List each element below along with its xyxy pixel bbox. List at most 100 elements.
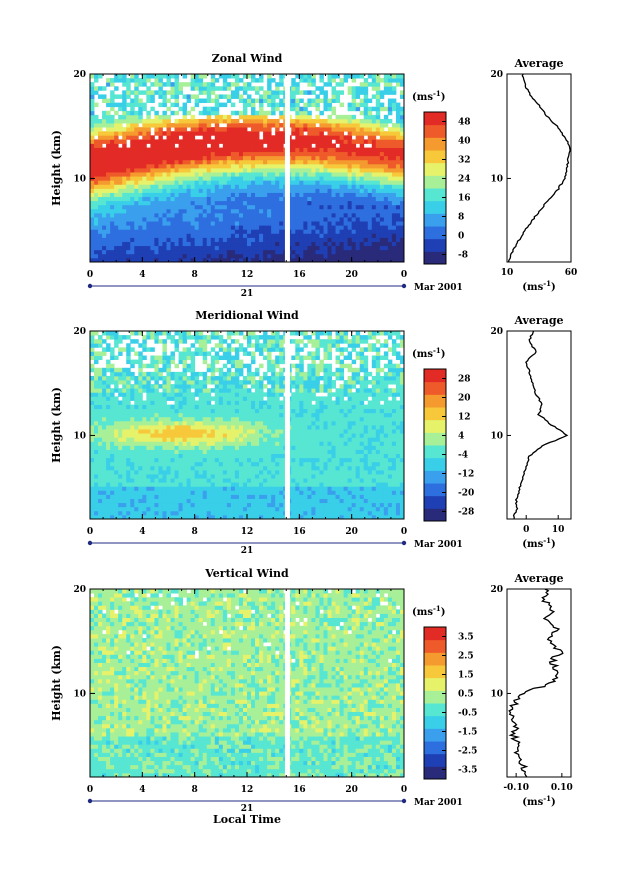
heatmap-cell [202, 412, 208, 418]
heatmap-cell [247, 184, 252, 189]
heatmap-cell [355, 253, 361, 259]
heatmap-cell [110, 445, 115, 450]
heatmap-cell [379, 102, 385, 108]
heatmap-cell [162, 392, 167, 397]
heatmap-cell [226, 400, 232, 405]
heatmap-cell [363, 123, 369, 128]
heatmap-cell [134, 94, 139, 99]
heatmap-cell [395, 172, 401, 177]
heatmap-cell [122, 404, 127, 410]
heatmap-cell [367, 110, 373, 116]
heatmap-cell [230, 461, 236, 467]
heatmap-cell [102, 110, 107, 116]
heatmap-cell [110, 229, 115, 234]
heatmap-cell [251, 188, 256, 193]
heatmap-cell [90, 494, 95, 499]
heatmap-cell [387, 143, 393, 148]
heatmap-cell [118, 212, 123, 218]
heatmap-cell [395, 212, 401, 218]
heatmap-cell [295, 151, 300, 157]
heatmap-cell [238, 392, 244, 397]
heatmap-cell [166, 486, 171, 491]
heatmap-cell [291, 147, 296, 153]
heatmap-cell [247, 94, 252, 99]
heatmap-cell [138, 396, 143, 401]
heatmap-cell [170, 445, 175, 450]
heatmap-cell [379, 118, 385, 124]
heatmap-cell [303, 135, 308, 140]
heatmap-cell [198, 457, 204, 463]
heatmap-cell [247, 461, 252, 467]
heatmap-cell [299, 196, 304, 202]
heatmap-cell [118, 74, 123, 79]
heatmap-cell [279, 74, 284, 79]
heatmap-cell [375, 94, 381, 99]
heatmap-cell [154, 486, 159, 491]
heatmap-cell [299, 249, 304, 255]
heatmap-cell [198, 237, 204, 242]
heatmap-cell [359, 172, 365, 177]
heatmap-cell [190, 82, 196, 87]
heatmap-cell [90, 147, 95, 153]
heatmap-cell [375, 221, 381, 226]
heatmap-cell [122, 469, 127, 475]
heatmap-cell [174, 253, 179, 259]
heatmap-cell [202, 221, 208, 226]
heatmap-cell [102, 482, 107, 487]
heatmap-cell [218, 131, 224, 136]
heatmap-cell [174, 404, 179, 410]
heatmap-cell [234, 502, 240, 508]
heatmap-cell [226, 453, 232, 459]
heatmap-cell [98, 249, 103, 255]
heatmap-cell [194, 237, 200, 242]
heatmap-cell [186, 486, 192, 491]
heatmap-cell [118, 425, 123, 430]
heatmap-cell [359, 180, 365, 185]
heatmap-cell [323, 94, 328, 99]
heatmap-cell [110, 184, 115, 189]
heatmap-cell [122, 151, 127, 157]
heatmap-cell [238, 384, 244, 389]
heatmap-cell [130, 257, 135, 263]
heatmap-cell [319, 163, 324, 169]
heatmap-cell [214, 416, 220, 422]
heatmap-cell [371, 114, 377, 120]
heatmap-cell [134, 437, 139, 442]
heatmap-cell [166, 135, 171, 140]
heatmap-cell [234, 245, 240, 251]
heatmap-cell [242, 204, 248, 210]
heatmap-cell [323, 180, 328, 185]
heatmap-cell [202, 388, 208, 393]
heatmap-cell [275, 159, 280, 165]
heatmap-cell [399, 135, 405, 140]
heatmap-cell [226, 331, 232, 336]
heatmap-cell [146, 118, 151, 124]
heatmap-cell [387, 184, 393, 189]
heatmap-cell [210, 506, 216, 512]
heatmap-cell [375, 139, 381, 144]
heatmap-cell [194, 221, 200, 226]
heatmap-cell [118, 482, 123, 487]
heatmap-cell [202, 139, 208, 144]
heatmap-cell [210, 159, 216, 165]
heatmap-cell [251, 204, 256, 210]
heatmap-cell [267, 245, 272, 251]
heatmap-cell [150, 204, 155, 210]
heatmap-cell [170, 449, 175, 455]
heatmap-cell [347, 168, 353, 173]
heatmap-cell [375, 245, 381, 251]
heatmap-cell [275, 127, 280, 132]
heatmap-cell [222, 204, 228, 210]
heatmap-cell [375, 127, 381, 132]
heatmap-cell [166, 229, 171, 234]
heatmap-cell [315, 94, 320, 99]
heatmap-cell [363, 233, 369, 238]
heatmap-cell [355, 86, 361, 91]
heatmap-cell [214, 245, 220, 251]
heatmap-cell [319, 151, 324, 157]
heatmap-cell [154, 180, 159, 185]
heatmap-cell [303, 159, 308, 165]
heatmap-cell [102, 437, 107, 442]
heatmap-cell [387, 204, 393, 210]
heatmap-cell [375, 143, 381, 148]
